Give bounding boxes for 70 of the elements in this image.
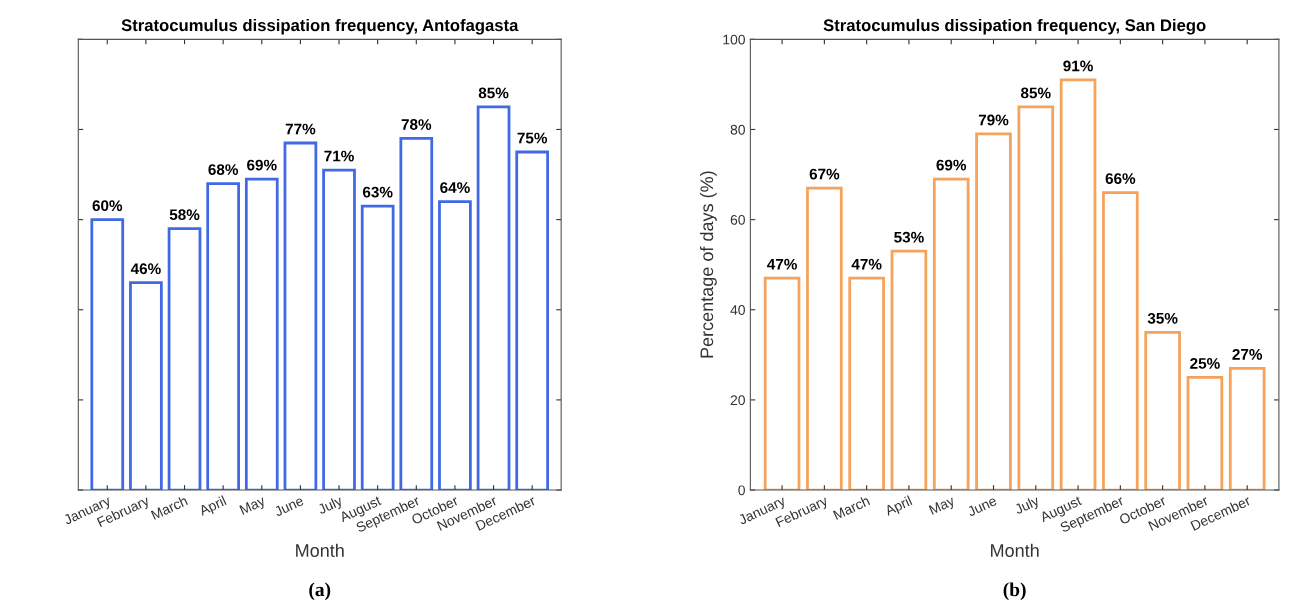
data-label: 47%: [851, 258, 882, 270]
text: (a): [309, 582, 331, 601]
bar: [1144, 330, 1181, 491]
x-tick-label: July: [1013, 494, 1042, 517]
data-label: 53%: [894, 231, 924, 243]
bar: [1017, 105, 1055, 491]
data-label: 60%: [92, 200, 123, 212]
y-tick-label: 80: [730, 124, 745, 135]
y-tick-label: 20: [730, 395, 745, 406]
y-axis-title: Percentage of days (%): [699, 171, 717, 358]
data-label: 78%: [401, 119, 432, 130]
data-label: 67%: [809, 168, 840, 180]
data-label: 79%: [978, 114, 1009, 126]
bar: [763, 276, 801, 491]
bar: [244, 177, 279, 491]
data-label: 27%: [1232, 348, 1263, 360]
chart-title: Stratocumulus dissipation frequency, Antofagasta: [121, 18, 519, 35]
bar: [848, 276, 885, 491]
chart-title: Stratocumulus dissipation frequency, San Diego: [823, 18, 1206, 35]
bar: [515, 150, 550, 491]
data-label: 68%: [208, 164, 239, 175]
bar: [399, 137, 434, 491]
data-label: 46%: [130, 263, 161, 275]
y-tick-label: 40: [730, 305, 745, 315]
bar: [322, 168, 356, 491]
data-label: 25%: [1190, 357, 1220, 369]
bar: [1059, 78, 1097, 491]
bar: [1228, 366, 1266, 491]
data-label: 85%: [1020, 87, 1051, 99]
data-label: 71%: [324, 150, 354, 162]
x-tick-label: March: [150, 495, 189, 520]
bar: [438, 200, 472, 491]
data-label: 75%: [517, 132, 548, 144]
data-label: 77%: [285, 123, 316, 135]
bar: [1186, 375, 1224, 491]
x-tick-label: May: [239, 495, 268, 518]
bar: [129, 281, 163, 491]
x-tick-label: June: [273, 495, 305, 517]
data-label: 64%: [440, 182, 470, 194]
x-tick-label: June: [966, 495, 998, 517]
bar: [890, 249, 928, 491]
x-axis-title: Month: [296, 543, 344, 557]
data-label: 85%: [478, 87, 509, 99]
data-label: 69%: [936, 159, 967, 171]
y-tick-label: 60: [730, 214, 745, 225]
data-label: 91%: [1063, 60, 1093, 72]
x-axis-title: Month: [991, 543, 1039, 557]
data-label: 63%: [362, 186, 393, 198]
bar: [90, 218, 125, 491]
x-tick-label: April: [198, 495, 228, 519]
data-label: 69%: [247, 159, 277, 171]
bar: [167, 227, 202, 491]
bar: [806, 186, 843, 491]
y-tick-label: 0: [738, 485, 745, 496]
bar: [476, 105, 511, 491]
x-tick-label: March: [832, 495, 871, 520]
data-label: 66%: [1105, 173, 1136, 184]
text: (b): [1003, 582, 1026, 601]
bar: [975, 132, 1012, 491]
bar: [932, 177, 970, 491]
bar: [206, 182, 240, 491]
x-tick-label: May: [928, 495, 957, 518]
data-label: 58%: [169, 209, 200, 221]
y-tick-label: 100: [723, 34, 745, 45]
data-label: 35%: [1147, 312, 1178, 324]
x-tick-label: April: [883, 495, 914, 519]
bar: [283, 141, 318, 491]
bar: [1102, 191, 1139, 491]
data-label: 47%: [767, 258, 797, 270]
bar: [360, 204, 395, 491]
